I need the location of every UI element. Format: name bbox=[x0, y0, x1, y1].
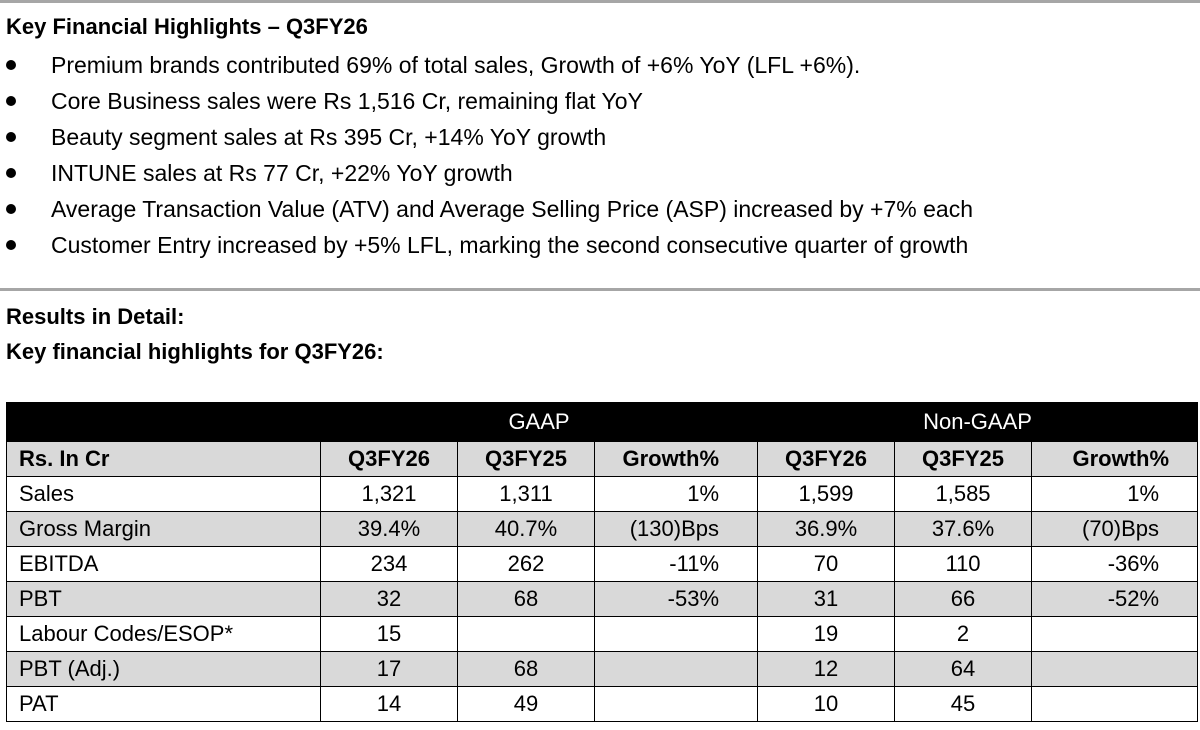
column-header: Growth% bbox=[1031, 441, 1199, 477]
table-cell bbox=[1031, 616, 1199, 652]
row-label: EBITDA bbox=[6, 546, 321, 582]
table-cell bbox=[593, 651, 759, 687]
column-header: Rs. In Cr bbox=[6, 441, 321, 477]
table-cell: 31 bbox=[757, 581, 896, 617]
column-header: Q3FY26 bbox=[757, 441, 896, 477]
table-cell: 1,311 bbox=[457, 476, 595, 512]
group-non-gaap: Non-GAAP bbox=[757, 402, 1199, 442]
table-cell: 39.4% bbox=[320, 511, 458, 547]
table-header-row: Rs. In Cr Q3FY26 Q3FY25 Growth% Q3FY26 Q… bbox=[6, 441, 1199, 477]
table-row: PBT (Adj.) 17 68 12 64 bbox=[6, 651, 1199, 687]
column-header: Q3FY25 bbox=[894, 441, 1033, 477]
bullet-icon bbox=[6, 96, 16, 106]
table-cell: 1,585 bbox=[894, 476, 1033, 512]
table-row: Sales 1,321 1,311 1% 1,599 1,585 1% bbox=[6, 476, 1199, 512]
row-label: Sales bbox=[6, 476, 321, 512]
table-cell: 45 bbox=[894, 686, 1033, 722]
table-cell: -52% bbox=[1031, 581, 1199, 617]
row-label: Gross Margin bbox=[6, 511, 321, 547]
table-cell: 1,599 bbox=[757, 476, 896, 512]
table-cell: 19 bbox=[757, 616, 896, 652]
table-cell: 68 bbox=[457, 581, 595, 617]
table-cell: 234 bbox=[320, 546, 458, 582]
highlights-list: Premium brands contributed 69% of total … bbox=[0, 48, 973, 264]
row-label: Labour Codes/ESOP* bbox=[6, 616, 321, 652]
table-row: PAT 14 49 10 45 bbox=[6, 686, 1199, 722]
table-cell: 49 bbox=[457, 686, 595, 722]
table-cell: 32 bbox=[320, 581, 458, 617]
row-label: PAT bbox=[6, 686, 321, 722]
top-divider bbox=[0, 0, 1200, 3]
highlights-title: Key Financial Highlights – Q3FY26 bbox=[6, 14, 368, 39]
table-cell: 36.9% bbox=[757, 511, 896, 547]
table-cell: 2 bbox=[894, 616, 1033, 652]
table-cell: 37.6% bbox=[894, 511, 1033, 547]
table-cell: 10 bbox=[757, 686, 896, 722]
table-cell: 40.7% bbox=[457, 511, 595, 547]
table-cell: 64 bbox=[894, 651, 1033, 687]
bullet-text: Beauty segment sales at Rs 395 Cr, +14% … bbox=[51, 124, 607, 150]
table-row: Labour Codes/ESOP* 15 19 2 bbox=[6, 616, 1199, 652]
table-cell: -53% bbox=[593, 581, 759, 617]
section-divider bbox=[0, 288, 1200, 291]
table-cell: 1,321 bbox=[320, 476, 458, 512]
row-label: PBT bbox=[6, 581, 321, 617]
bullet-text: INTUNE sales at Rs 77 Cr, +22% YoY growt… bbox=[51, 160, 513, 186]
table-cell: 70 bbox=[757, 546, 896, 582]
bullet-icon bbox=[6, 132, 16, 142]
group-gaap: GAAP bbox=[319, 402, 759, 442]
table-cell: 68 bbox=[457, 651, 595, 687]
bullet-icon bbox=[6, 168, 16, 178]
table-cell: 110 bbox=[894, 546, 1033, 582]
table-cell: 15 bbox=[320, 616, 458, 652]
table-cell: 262 bbox=[457, 546, 595, 582]
bullet-icon bbox=[6, 240, 16, 250]
table-cell bbox=[593, 616, 759, 652]
group-empty-cell bbox=[6, 402, 321, 442]
results-subtitle: Key financial highlights for Q3FY26: bbox=[6, 339, 384, 364]
table-cell bbox=[1031, 686, 1199, 722]
bullet-text: Premium brands contributed 69% of total … bbox=[51, 52, 861, 78]
list-item: Beauty segment sales at Rs 395 Cr, +14% … bbox=[0, 120, 973, 156]
row-label: PBT (Adj.) bbox=[6, 651, 321, 687]
table-group-header-row: GAAP Non-GAAP bbox=[6, 402, 1199, 442]
table-cell bbox=[593, 686, 759, 722]
table-row: Gross Margin 39.4% 40.7% (130)Bps 36.9% … bbox=[6, 511, 1199, 547]
table-cell: 1% bbox=[593, 476, 759, 512]
table-cell: 17 bbox=[320, 651, 458, 687]
list-item: Customer Entry increased by +5% LFL, mar… bbox=[0, 228, 973, 264]
bullet-icon bbox=[6, 60, 16, 70]
table-cell: -36% bbox=[1031, 546, 1199, 582]
table-cell bbox=[457, 616, 595, 652]
table-cell: 1% bbox=[1031, 476, 1199, 512]
financial-table: GAAP Non-GAAP Rs. In Cr Q3FY26 Q3FY25 Gr… bbox=[6, 402, 1199, 722]
bullet-text: Average Transaction Value (ATV) and Aver… bbox=[51, 196, 973, 222]
bullet-text: Customer Entry increased by +5% LFL, mar… bbox=[51, 232, 969, 258]
list-item: Premium brands contributed 69% of total … bbox=[0, 48, 973, 84]
results-title: Results in Detail: bbox=[6, 304, 185, 329]
table-cell: 14 bbox=[320, 686, 458, 722]
column-header: Q3FY25 bbox=[457, 441, 595, 477]
table-row: PBT 32 68 -53% 31 66 -52% bbox=[6, 581, 1199, 617]
table-cell: 66 bbox=[894, 581, 1033, 617]
table-cell: (70)Bps bbox=[1031, 511, 1199, 547]
column-header: Growth% bbox=[593, 441, 759, 477]
list-item: INTUNE sales at Rs 77 Cr, +22% YoY growt… bbox=[0, 156, 973, 192]
column-header: Q3FY26 bbox=[320, 441, 458, 477]
table-cell: -11% bbox=[593, 546, 759, 582]
bullet-icon bbox=[6, 204, 16, 214]
table-row: EBITDA 234 262 -11% 70 110 -36% bbox=[6, 546, 1199, 582]
bullet-text: Core Business sales were Rs 1,516 Cr, re… bbox=[51, 88, 643, 114]
list-item: Average Transaction Value (ATV) and Aver… bbox=[0, 192, 973, 228]
table-cell: 12 bbox=[757, 651, 896, 687]
table-cell bbox=[1031, 651, 1199, 687]
list-item: Core Business sales were Rs 1,516 Cr, re… bbox=[0, 84, 973, 120]
table-cell: (130)Bps bbox=[593, 511, 759, 547]
